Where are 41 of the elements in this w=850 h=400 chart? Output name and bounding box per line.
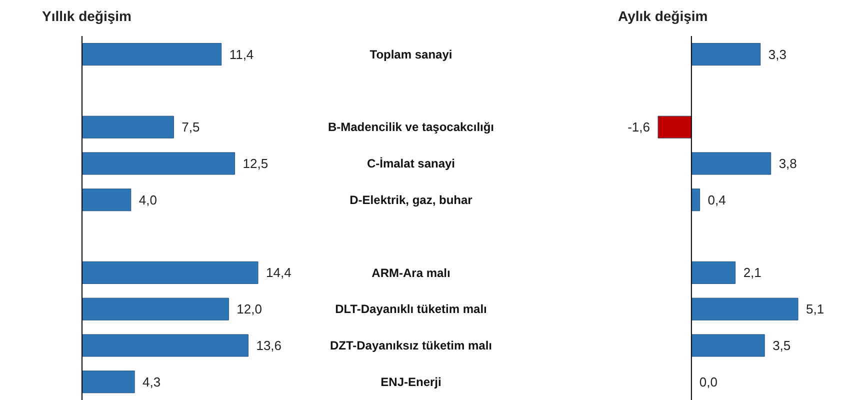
data-label: 11,4 bbox=[229, 46, 254, 62]
bar bbox=[82, 298, 229, 320]
y-tick-label: D-Elektrik, gaz, buhar bbox=[350, 193, 473, 207]
y-tick-label: Toplam sanayi bbox=[370, 47, 452, 62]
data-label: 0,0 bbox=[699, 374, 718, 390]
data-label: 5,1 bbox=[806, 302, 824, 317]
bar bbox=[82, 43, 222, 66]
y-tick-label: ENJ-Enerji bbox=[380, 375, 442, 389]
bar bbox=[691, 334, 765, 357]
data-label: 3,3 bbox=[768, 46, 786, 62]
data-label: 12,5 bbox=[242, 156, 268, 171]
data-label: 7,5 bbox=[182, 120, 200, 135]
bar bbox=[691, 298, 798, 320]
data-label: 4,3 bbox=[142, 374, 161, 390]
bar bbox=[82, 188, 132, 212]
y-tick-label: ARM-Ara malı bbox=[372, 266, 450, 280]
data-label: 14,4 bbox=[266, 265, 292, 280]
bar bbox=[82, 370, 135, 394]
bar bbox=[82, 116, 174, 138]
y-tick-label: C-İmalat sanayi bbox=[366, 156, 456, 171]
bar bbox=[82, 152, 236, 175]
y-tick-label: DZT-Dayanıksız tüketim malı bbox=[330, 338, 492, 353]
bar bbox=[691, 261, 736, 284]
data-label: 13,6 bbox=[256, 338, 282, 353]
data-label: 2,1 bbox=[743, 265, 762, 280]
chart-title: Aylık değişim bbox=[618, 8, 708, 24]
data-label: -1,6 bbox=[628, 120, 650, 135]
data-label: 4,0 bbox=[138, 192, 157, 208]
data-label: 3,5 bbox=[772, 338, 791, 353]
bar bbox=[691, 188, 700, 212]
data-label: 12,0 bbox=[236, 302, 262, 317]
bar bbox=[658, 116, 692, 138]
bar bbox=[691, 43, 761, 66]
chart-title: Yıllık değişim bbox=[42, 8, 132, 24]
y-tick-label: B-Madencilik ve taşocakcılığı bbox=[328, 120, 494, 134]
bar bbox=[82, 261, 258, 284]
data-label: 3,8 bbox=[778, 156, 797, 171]
bar bbox=[82, 334, 248, 357]
y-tick-label: DLT-Dayanıklı tüketim malı bbox=[335, 302, 487, 316]
bar bbox=[691, 152, 772, 175]
data-label: 0,4 bbox=[708, 192, 726, 208]
